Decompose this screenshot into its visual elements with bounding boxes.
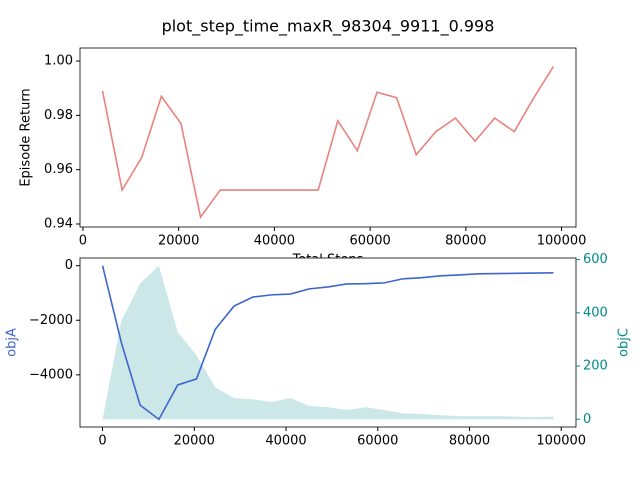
y2-tick-label: 200 xyxy=(583,359,608,374)
x-tick-label: 100000 xyxy=(537,234,587,249)
x-tick-label: 80000 xyxy=(445,234,486,249)
x-tick-label: 40000 xyxy=(265,434,306,449)
y-tick-label: 1.00 xyxy=(44,54,73,69)
y-axis-label: Episode Return xyxy=(19,88,34,186)
axes-background xyxy=(80,48,576,227)
y2-tick-label: 0 xyxy=(583,412,591,427)
x-tick-label: 60000 xyxy=(349,234,390,249)
x-tick-label: 20000 xyxy=(174,434,215,449)
line xyxy=(101,66,555,220)
x-tick-label: 0 xyxy=(98,434,106,449)
y-tick-label: 0.94 xyxy=(44,217,73,232)
y-tick-label: 0 xyxy=(65,258,73,273)
x-tick-label: 80000 xyxy=(449,434,490,449)
area xyxy=(102,265,554,420)
y-tick-label: 0.96 xyxy=(44,162,73,177)
y-tick-label: −2000 xyxy=(29,313,73,328)
axes-frame xyxy=(79,257,577,428)
x-tick-label: 0 xyxy=(79,234,87,249)
y2-tick-label: 400 xyxy=(583,305,608,320)
y-tick-label: 0.98 xyxy=(44,108,73,123)
axes-frame xyxy=(79,47,577,228)
line xyxy=(101,265,554,421)
x-tick-label: 40000 xyxy=(254,234,295,249)
y-axis-label: objA xyxy=(5,328,20,357)
x-tick-label: 100000 xyxy=(536,434,586,449)
y-tick-label: −4000 xyxy=(29,367,73,382)
x-tick-label: 20000 xyxy=(158,234,199,249)
figure-title: plot_step_time_maxR_98304_9911_0.998 xyxy=(162,17,495,37)
y2-axis-label: objC xyxy=(617,328,632,357)
x-tick-label: 60000 xyxy=(357,434,398,449)
y2-tick-label: 600 xyxy=(583,252,608,267)
